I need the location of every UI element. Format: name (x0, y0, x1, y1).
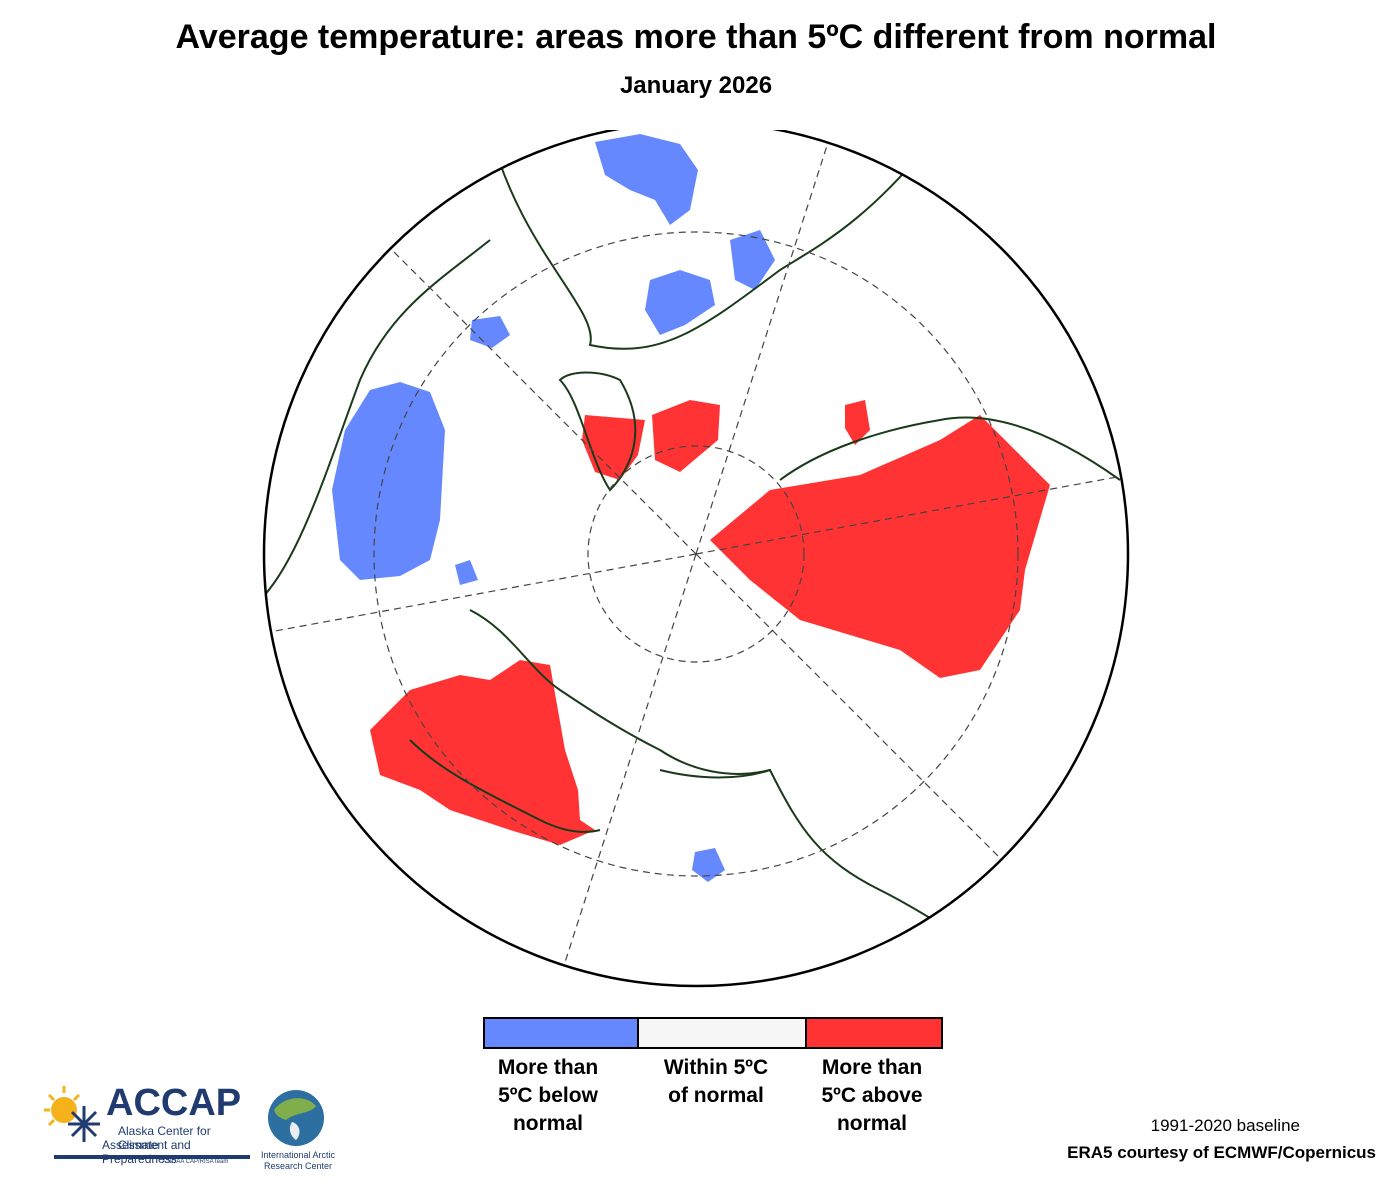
accap-line1: Alaska Center for Climate (118, 1124, 211, 1152)
above-region-svalbard (652, 400, 720, 472)
legend-colorbar (483, 1017, 943, 1049)
accap-tagline: A NOAA CAP/RISA team (162, 1159, 229, 1165)
meridian-line-5 (389, 247, 697, 555)
iarc-line1: International Arctic (260, 1150, 336, 1160)
iarc-line2: Research Center (263, 1161, 333, 1171)
legend-swatch-above (805, 1019, 941, 1047)
legend-label-above: More than 5ºC above normal (821, 1056, 923, 1135)
coastline-greenland (558, 371, 637, 492)
above-region-kamchatka (845, 400, 870, 445)
below-normal-regions (332, 134, 775, 882)
polar-map (262, 130, 1130, 988)
meridian-line-6 (695, 553, 1003, 861)
below-region-europe-east (730, 230, 775, 290)
coastline-canada-arctic (469, 609, 771, 775)
latitude-circle-80 (587, 445, 805, 663)
sun-snowflake-icon (44, 1086, 100, 1142)
legend-swatch-below (485, 1019, 637, 1047)
meridian-line-4 (264, 553, 697, 634)
below-region-europe-north (595, 134, 698, 225)
map-subtitle: January 2026 (619, 72, 773, 99)
globe-icon (268, 1090, 324, 1146)
above-region-siberia (710, 415, 1050, 678)
map-border (262, 130, 1130, 988)
meridian-line-2 (559, 553, 697, 979)
above-region-canada (370, 660, 595, 845)
accap-logo: ACCAP Alaska Center for Climate Assessme… (40, 1082, 250, 1168)
data-source-note: ERA5 courtesy of ECMWF/Copernicus (1067, 1143, 1376, 1162)
meridian-line-1 (695, 130, 833, 555)
meridian-line-3 (695, 474, 1128, 555)
map-title: Average temperature: areas more than 5ºC… (175, 18, 1217, 56)
below-region-europe-south (645, 270, 715, 335)
latitude-circle-70 (373, 231, 1019, 877)
iarc-logo: International Arctic Research Center (256, 1088, 346, 1172)
legend-swatch-within (637, 1019, 805, 1047)
coastline-north-america-east (264, 239, 491, 601)
baseline-note: 1991-2020 baseline (1150, 1116, 1300, 1135)
below-region-north-america (332, 382, 445, 580)
legend-label-below: More than 5ºC below normal (497, 1056, 599, 1135)
below-region-small-1 (455, 560, 478, 585)
graticule (264, 130, 1128, 979)
coastline-alaska (659, 768, 981, 951)
accap-underline (54, 1155, 250, 1159)
coastline-siberia (779, 416, 1121, 481)
accap-name: ACCAP (106, 1082, 242, 1124)
coastline-hudson-bay (409, 739, 601, 833)
coastlines (264, 130, 1121, 951)
coastline-eurasia (489, 130, 941, 350)
below-region-atlantic (470, 316, 510, 348)
legend-label-within: Within 5ºC of normal (663, 1056, 769, 1107)
below-region-alaska (692, 848, 725, 882)
